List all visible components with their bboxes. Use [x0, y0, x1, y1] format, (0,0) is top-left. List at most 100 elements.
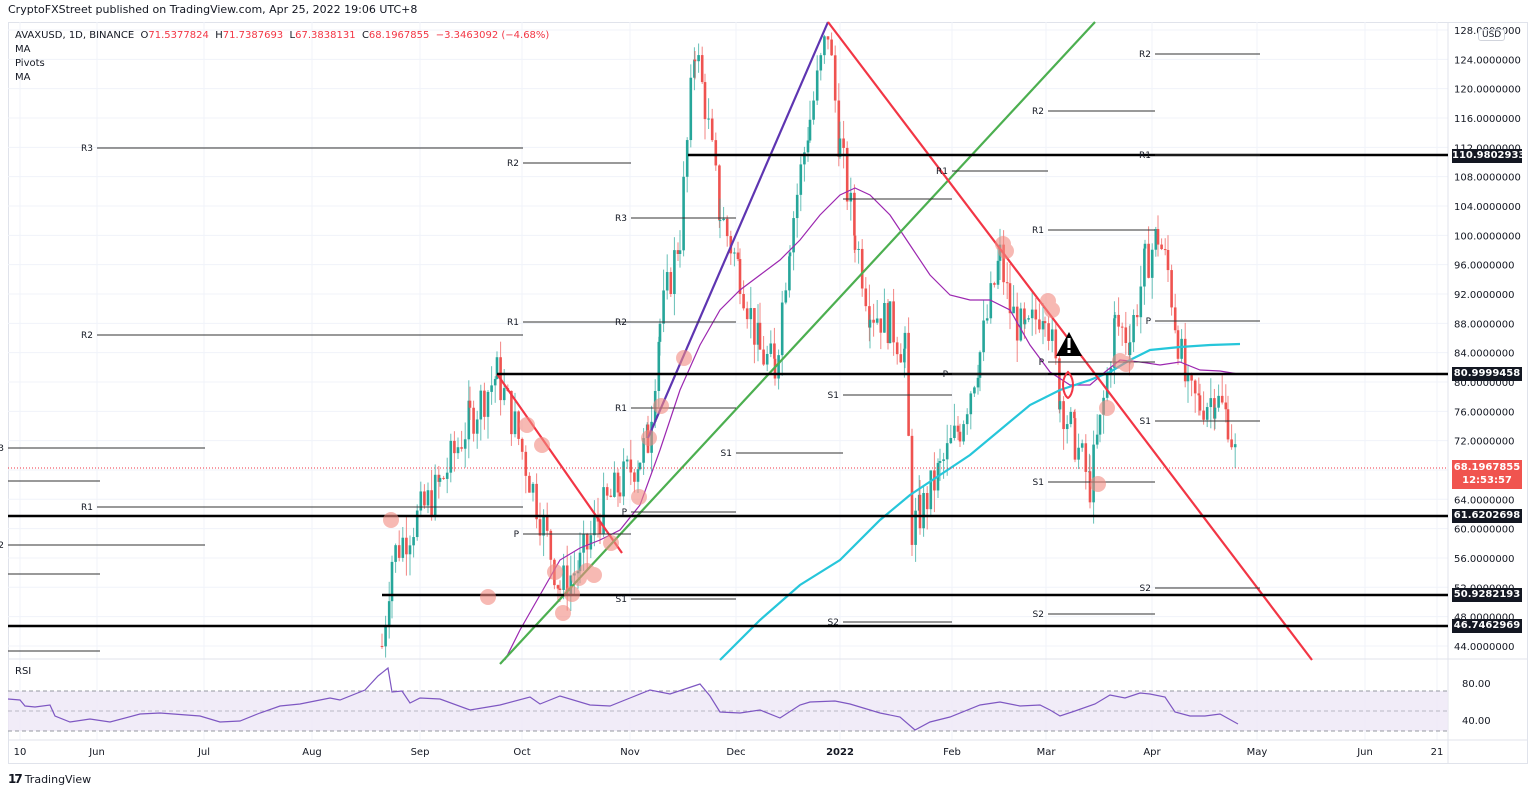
price-tag-50: 50.9282193 [1452, 588, 1522, 602]
open-value: 71.5377824 [148, 30, 209, 41]
price-tag-81: 80.9999458 [1452, 367, 1522, 381]
price-tick: 76.0000000 [1454, 407, 1514, 418]
currency-badge[interactable]: USD [1478, 29, 1506, 41]
pivot-label: R3 [0, 444, 4, 454]
time-tick: Jun [88, 747, 105, 758]
symbol-ohlc-row[interactable]: AVAXUSD, 1D, BINANCE O71.5377824 H71.738… [15, 29, 549, 43]
tradingview-brand[interactable]: 17 TradingView [8, 772, 91, 786]
pivot-label: S1 [1033, 478, 1044, 488]
price-tick: 48.0000000 [1454, 613, 1514, 624]
rsi-tick-80: 80.00 [1462, 679, 1491, 690]
change-value: −3.3463092 (−4.68%) [435, 30, 550, 41]
price-tick: 100.0000000 [1454, 231, 1521, 242]
loop-annotation-icon [1062, 370, 1074, 400]
price-tick: 92.0000000 [1454, 290, 1514, 301]
highlight-markers [383, 236, 1134, 621]
pivot-label: P [1146, 317, 1152, 327]
pivot-label: S1 [721, 449, 732, 459]
pivot-label: R2 [0, 541, 4, 551]
price-tick: 84.0000000 [1454, 349, 1514, 360]
pivot-label: P [943, 370, 949, 380]
price-tick: 112.0000000 [1454, 143, 1521, 154]
pivot-levels: R3 R2 R3 R2 R1 R2 R1 P S1 R3 R2 R1 P S1 S1 S2 R1 P R2 R1 P S1… [0, 50, 1260, 652]
time-tick: 10 [14, 747, 27, 758]
trendline-green-support[interactable] [499, 21, 1096, 665]
time-tick: Feb [943, 747, 961, 758]
symbol-label[interactable]: AVAXUSD, 1D, BINANCE [15, 30, 135, 41]
last-price-value: 68.1967855 [1453, 462, 1521, 473]
price-tick: 120.0000000 [1454, 85, 1521, 96]
trendline-purple-rally[interactable] [646, 21, 830, 439]
price-tick: 88.0000000 [1454, 319, 1514, 330]
warning-icon [1056, 332, 1082, 356]
indicator-ma-1[interactable]: MA [15, 44, 31, 55]
time-tick: Mar [1037, 747, 1057, 758]
pivot-label: R1 [936, 167, 948, 177]
pivot-label: R1 [615, 404, 627, 414]
time-tick: 2022 [826, 747, 854, 758]
rsi-line [7, 666, 1239, 731]
price-tick: 64.0000000 [1454, 495, 1514, 506]
price-axis[interactable]: 128.0000000124.0000000120.0000000116.000… [1454, 26, 1521, 653]
pivot-label: R2 [1032, 107, 1044, 117]
pivot-label: R3 [81, 144, 93, 154]
rsi-pane-label[interactable]: RSI [15, 666, 32, 677]
price-tick: 108.0000000 [1454, 173, 1521, 184]
pivot-label: R1 [81, 503, 93, 513]
pivot-label: P [622, 508, 628, 518]
tradingview-logo-icon: 17 [8, 772, 23, 786]
indicator-pivots[interactable]: Pivots [15, 58, 45, 69]
ma-slow-line [719, 342, 1241, 661]
low-value: 67.3838131 [295, 30, 356, 41]
pivot-label: S1 [616, 595, 627, 605]
pivot-label: R2 [507, 159, 519, 169]
price-tick: 60.0000000 [1454, 525, 1514, 536]
pivot-label: P [514, 530, 520, 540]
publisher-line: CryptoFXStreet published on TradingView.… [8, 3, 418, 16]
pivot-label: R1 [507, 318, 519, 328]
pivot-label: S2 [1033, 610, 1044, 620]
time-tick: Oct [513, 747, 530, 758]
price-tick: 116.0000000 [1454, 114, 1521, 125]
chart-frame [8, 22, 1528, 764]
tradingview-name: TradingView [24, 772, 92, 786]
rsi-tick-40: 40.00 [1462, 716, 1491, 727]
price-tick: 124.0000000 [1454, 55, 1521, 66]
pivot-label: R2 [1139, 50, 1151, 60]
price-tick: 104.0000000 [1454, 202, 1521, 213]
time-tick: Jun [1356, 747, 1373, 758]
indicator-ma-2[interactable]: MA [15, 72, 31, 83]
last-price-tag: 68.1967855 12:53:57 [1452, 460, 1522, 489]
price-tick: 72.0000000 [1454, 437, 1514, 448]
time-tick: Aug [302, 747, 322, 758]
price-tick: 96.0000000 [1454, 261, 1514, 272]
time-tick: May [1247, 747, 1268, 758]
time-tick: Jul [197, 747, 210, 758]
time-tick: 21 [1431, 747, 1444, 758]
trendline-red-short[interactable] [496, 373, 623, 554]
time-tick: Nov [620, 747, 640, 758]
pivot-label: R1 [1032, 226, 1044, 236]
time-tick: Dec [726, 747, 745, 758]
price-tick: 80.0000000 [1454, 378, 1514, 389]
pivot-label: S1 [1140, 417, 1151, 427]
pivot-label: S2 [828, 618, 839, 628]
price-tick: 56.0000000 [1454, 554, 1514, 565]
price-tag-61: 61.6202698 [1452, 509, 1522, 523]
pivot-label: S2 [1140, 584, 1151, 594]
pivot-label: R2 [615, 318, 627, 328]
high-value: 71.7387693 [222, 30, 284, 41]
time-axis[interactable]: 10 Jun Jul Aug Sep Oct Nov Dec 2022 Feb Mar Apr May J… [14, 747, 1444, 758]
high-label: H [215, 30, 223, 41]
price-tag-110: 110.9802933 [1452, 149, 1526, 163]
pivot-label: R2 [81, 331, 93, 341]
countdown-timer: 12:53:57 [1462, 475, 1512, 486]
candlesticks [380, 32, 1237, 658]
pivot-label: S1 [828, 391, 839, 401]
low-label: L [289, 30, 296, 41]
time-tick: Apr [1143, 747, 1161, 758]
close-label: C [361, 30, 369, 41]
close-value: 68.1967855 [368, 30, 430, 41]
ma-fast-line [504, 187, 1239, 661]
